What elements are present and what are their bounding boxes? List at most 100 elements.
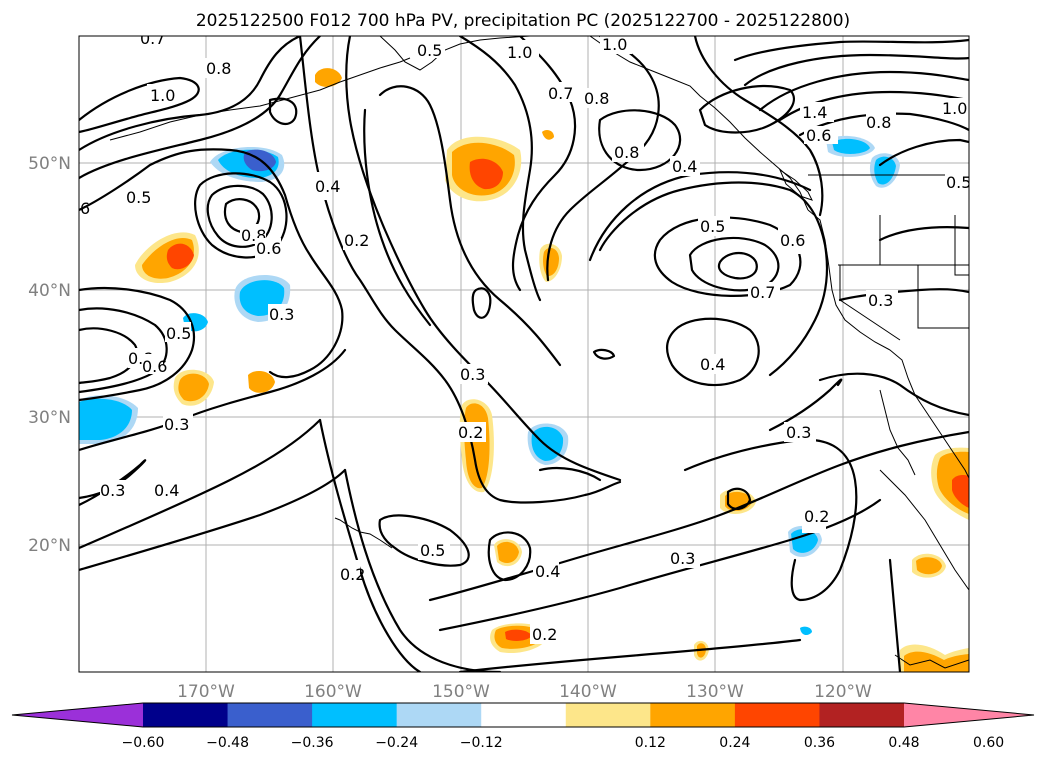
pv-contour xyxy=(79,76,200,134)
state-border xyxy=(839,265,901,341)
pv-contour xyxy=(798,112,969,137)
contour-label: 0.6 xyxy=(780,231,805,250)
contour-label: 0.4 xyxy=(315,177,340,196)
colorbar-tick-label: −0.48 xyxy=(206,735,249,751)
pv-contour xyxy=(878,138,969,167)
colorbar-tick-label: 0.12 xyxy=(635,735,666,751)
clabel-bg xyxy=(505,40,539,60)
colorbar-tick-label: −0.24 xyxy=(375,735,418,751)
clabel-bg xyxy=(458,364,488,384)
precip-neg-area xyxy=(800,626,812,636)
colorbar-tick-label: 0.24 xyxy=(719,735,750,751)
precip-neg-area xyxy=(874,156,896,185)
clabel-bg xyxy=(600,36,632,54)
contour-label: 0.4 xyxy=(672,157,697,176)
contour-label: 6 xyxy=(80,199,90,218)
clabel-bg xyxy=(866,112,896,132)
clabel-bg xyxy=(670,156,700,176)
pv-contour xyxy=(666,317,760,387)
contour-label: 0.3 xyxy=(786,423,811,442)
clabel-bg xyxy=(866,290,898,310)
state-border xyxy=(917,265,969,329)
clabel-bg xyxy=(153,480,179,500)
clabel-bg xyxy=(612,142,644,162)
contour-label: 1.0 xyxy=(942,99,967,118)
clabel-bg xyxy=(698,354,730,374)
precip-pos-area xyxy=(952,475,969,508)
precip-pos-area xyxy=(542,129,554,140)
pv-contour xyxy=(79,468,347,572)
pv-contour xyxy=(79,36,322,180)
contour-label: 0.3 xyxy=(460,365,485,384)
colorbar-segment xyxy=(227,703,313,727)
contour-label: 0.7 xyxy=(750,283,775,302)
precip-shading xyxy=(79,68,969,672)
precip-pos-area xyxy=(904,651,969,672)
pv-contour xyxy=(79,418,322,550)
contour-label: 0.7 xyxy=(140,29,165,48)
contour-label: 0.3 xyxy=(100,481,125,500)
pv-contour xyxy=(698,84,795,134)
clabel-bg xyxy=(255,238,281,258)
pv-contour xyxy=(726,487,752,510)
pv-contour xyxy=(378,514,470,567)
clabel-bg xyxy=(138,36,172,46)
colorbar-segment xyxy=(734,703,820,727)
map-content: 1.0 0.8 0.5 6 0.8 0.6 0.4 0.2 0.3 0.5 0.… xyxy=(79,29,969,672)
pv-contour xyxy=(592,348,616,360)
clabel-bg xyxy=(940,98,969,118)
contour-label: 0.3 xyxy=(868,291,893,310)
clabel-bg xyxy=(268,304,294,324)
clabel-bg xyxy=(163,413,193,433)
mexico-south-coast xyxy=(894,654,969,669)
contour-label: 0.3 xyxy=(670,549,695,568)
pv-contour xyxy=(268,97,298,126)
precip-pos-area xyxy=(916,557,942,575)
clabel-bg xyxy=(802,505,826,533)
pv-contours xyxy=(79,36,969,672)
pv-contour xyxy=(838,288,969,302)
pv-contour xyxy=(458,638,802,672)
precip-pos-area xyxy=(469,158,503,190)
pv-contour xyxy=(345,36,622,482)
pv-contour xyxy=(818,372,969,417)
colorbar-segment xyxy=(565,703,651,727)
contour-label: 1.0 xyxy=(507,43,532,62)
contour-label: 1.4 xyxy=(802,103,827,122)
contour-label: 0.5 xyxy=(166,324,191,343)
longitude-labels: 170°W 160°W 150°W 140°W 130°W 120°W xyxy=(177,682,872,702)
pv-contour xyxy=(79,348,347,452)
lon-label: 160°W xyxy=(304,682,362,702)
clabel-bg xyxy=(546,82,576,102)
pv-contour xyxy=(79,36,302,152)
pv-contour xyxy=(598,109,682,172)
lon-label: 120°W xyxy=(814,682,872,702)
contour-label: 0.6 xyxy=(142,357,167,376)
clabel-bg xyxy=(418,540,450,560)
lat-label: 30°N xyxy=(28,408,71,428)
colorbar-outline xyxy=(11,702,1035,728)
pv-contour xyxy=(688,236,780,292)
pv-contour xyxy=(343,468,502,672)
contour-label: 0.5 xyxy=(417,41,442,60)
clabel-bg xyxy=(800,102,834,122)
clabel-bg xyxy=(698,216,730,236)
colorbar-tick-label: −0.12 xyxy=(460,735,503,751)
contour-labels: 1.0 0.8 0.5 6 0.8 0.6 0.4 0.2 0.3 0.5 0.… xyxy=(80,29,969,644)
precip-pos-area xyxy=(505,629,532,641)
clabel-bg xyxy=(784,422,816,442)
clabel-bg xyxy=(125,186,151,206)
precip-pos-area xyxy=(166,243,194,270)
contour-label: 0.4 xyxy=(154,481,179,500)
colorbar-segment xyxy=(143,703,229,727)
clabel-bg xyxy=(533,560,559,582)
contour-label: 0.3 xyxy=(269,305,294,324)
clabel-bg xyxy=(165,322,191,342)
contour-label: 0.5 xyxy=(420,541,445,560)
contour-label: 0.8 xyxy=(206,59,231,78)
latitude-labels: 50°N 40°N 30°N 20°N xyxy=(28,154,71,556)
pv-contour xyxy=(79,307,168,394)
contour-label: 0.2 xyxy=(344,231,369,250)
pv-contour xyxy=(733,38,969,62)
